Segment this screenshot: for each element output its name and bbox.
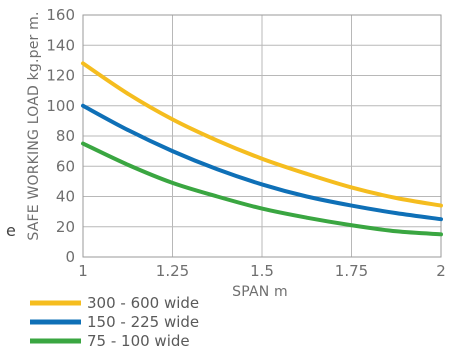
x-tick-label: 1: [78, 262, 88, 280]
series-line-3: [81, 141, 443, 237]
legend-label-1: 300 - 600 wide: [87, 294, 199, 312]
legend-label-3: 75 - 100 wide: [87, 332, 190, 350]
grid-layer: [82, 14, 442, 258]
y-tick-label: 40: [56, 188, 75, 206]
legend-label-2: 150 - 225 wide: [87, 313, 199, 331]
series-line-1: [81, 61, 443, 208]
series-line-2: [81, 103, 443, 222]
tick-label-layer: 0 20 40 60 80 100 120 140 160 1 1.25 1.5 1.75 2: [46, 6, 445, 280]
x-tick-label: 1.5: [250, 262, 274, 280]
y-tick-label: 0: [65, 248, 75, 266]
plot-frame: [82, 14, 442, 258]
y-tick-label: 60: [56, 157, 75, 175]
x-tick-label: 1.75: [335, 262, 368, 280]
y-axis-title: SAFE WORKING LOAD kg.per m.: [26, 11, 42, 240]
y-tick-label: 140: [46, 36, 75, 54]
y-tick-label: 100: [46, 97, 75, 115]
x-axis-title: SPAN m: [232, 284, 288, 300]
y-tick-label: 120: [46, 67, 75, 85]
y-tick-label: 20: [56, 218, 75, 236]
x-tick-label: 2: [436, 262, 446, 280]
y-tick-label: 160: [46, 6, 75, 24]
stray-mark: e: [6, 221, 16, 240]
series-layer: [81, 61, 443, 237]
y-tick-label: 80: [56, 127, 75, 145]
x-tick-label: 1.25: [156, 262, 189, 280]
